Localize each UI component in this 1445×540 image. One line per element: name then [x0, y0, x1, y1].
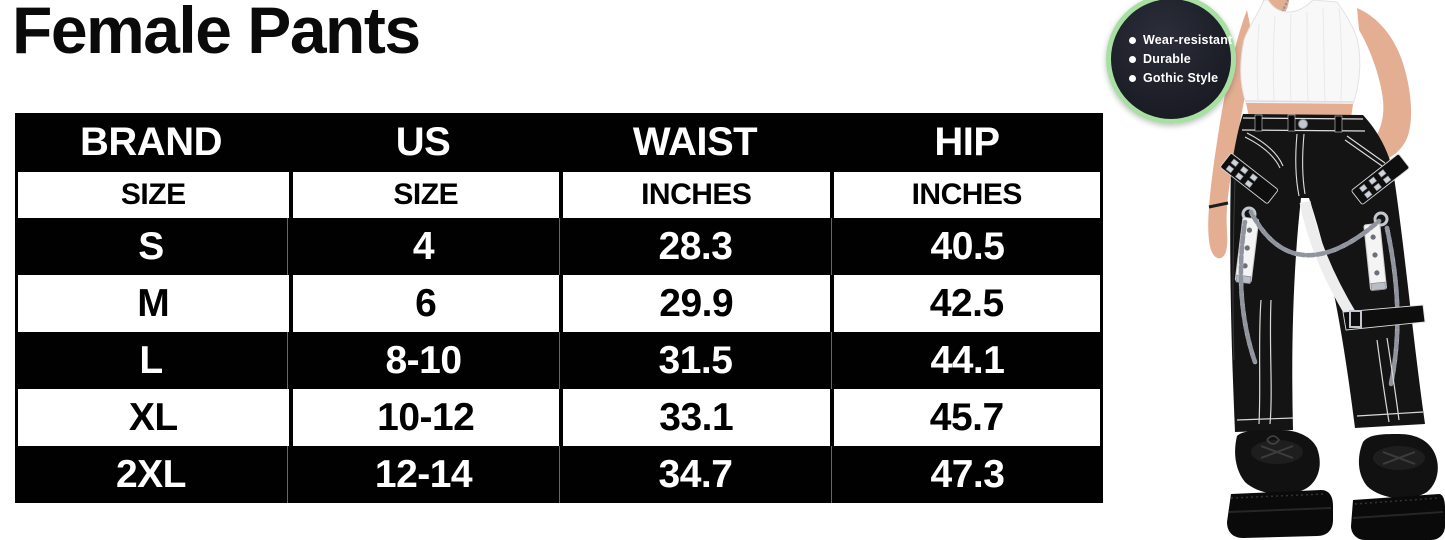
- header-cell-us: US: [395, 120, 451, 164]
- size-cell: 40.5: [831, 218, 1103, 275]
- table-subheader-row: SIZE SIZE INCHES INCHES: [15, 172, 1103, 218]
- bracelet: [1208, 201, 1229, 209]
- size-cell: 8-10: [287, 332, 559, 389]
- feature-item: Wear-resistant: [1129, 33, 1233, 47]
- feature-label: Wear-resistant: [1143, 33, 1233, 47]
- bullet-icon: [1129, 55, 1136, 63]
- center-strap: [1299, 200, 1358, 321]
- size-cell: 31.5: [559, 332, 831, 389]
- feature-label: Gothic Style: [1143, 71, 1219, 85]
- size-cell: 33.1: [559, 389, 830, 446]
- size-cell: L: [139, 338, 163, 382]
- table-header-row: BRAND US WAIST HIP: [15, 113, 1103, 172]
- table-row-xl: XL 10-12 33.1 45.7: [15, 389, 1103, 446]
- model-photo: [1208, 0, 1445, 540]
- size-cell: XL: [128, 395, 178, 439]
- header-cell-brand: BRAND: [80, 120, 222, 164]
- table-row-l: L 8-10 31.5 44.1: [15, 332, 1103, 389]
- header-cell-hip: HIP: [934, 120, 1000, 164]
- table-row-2xl: 2XL 12-14 34.7 47.3: [15, 446, 1103, 503]
- bullet-icon: [1129, 74, 1136, 82]
- size-cell: 47.3: [831, 446, 1103, 503]
- size-cell: 12-14: [287, 446, 559, 503]
- model-right-arm: [1357, 8, 1412, 158]
- thigh-belt: [1342, 304, 1426, 331]
- subheader-cell-inches: INCHES: [829, 172, 1101, 218]
- table-row-m: M 6 29.9 42.5: [15, 275, 1103, 332]
- subheader-cell-size: SIZE: [288, 172, 560, 218]
- white-strap-right: [1363, 223, 1387, 291]
- size-cell: 42.5: [829, 275, 1101, 332]
- size-cell: 34.7: [559, 446, 831, 503]
- size-cell: 44.1: [831, 332, 1103, 389]
- size-cell: S: [138, 224, 164, 268]
- size-cell: 10-12: [288, 389, 560, 446]
- subheader-cell-size: SIZE: [120, 178, 186, 211]
- platform-shoes: [1227, 430, 1445, 540]
- size-table: BRAND US WAIST HIP SIZE SIZE INCHES INCH…: [15, 113, 1103, 503]
- size-cell: 28.3: [559, 218, 831, 275]
- table-row-s: S 4 28.3 40.5: [15, 218, 1103, 275]
- studded-strap-left: [1220, 153, 1279, 204]
- size-cell: 6: [288, 275, 560, 332]
- bullet-icon: [1129, 36, 1136, 44]
- size-cell: 29.9: [559, 275, 830, 332]
- size-cell: 2XL: [115, 452, 187, 496]
- gothic-pants: [1220, 114, 1426, 432]
- crop-top: [1240, 0, 1361, 105]
- page-title: Female Pants: [12, 0, 421, 67]
- feature-label: Durable: [1143, 52, 1191, 66]
- size-cell: 4: [287, 218, 559, 275]
- subheader-cell-inches: INCHES: [559, 172, 830, 218]
- feature-badge: Wear-resistant Durable Gothic Style: [1106, 0, 1236, 124]
- feature-item: Durable: [1129, 52, 1231, 66]
- studded-strap-right: [1351, 154, 1410, 205]
- size-cell: 45.7: [829, 389, 1101, 446]
- header-cell-waist: WAIST: [632, 120, 758, 164]
- size-cell: M: [137, 281, 170, 325]
- feature-item: Gothic Style: [1129, 71, 1231, 85]
